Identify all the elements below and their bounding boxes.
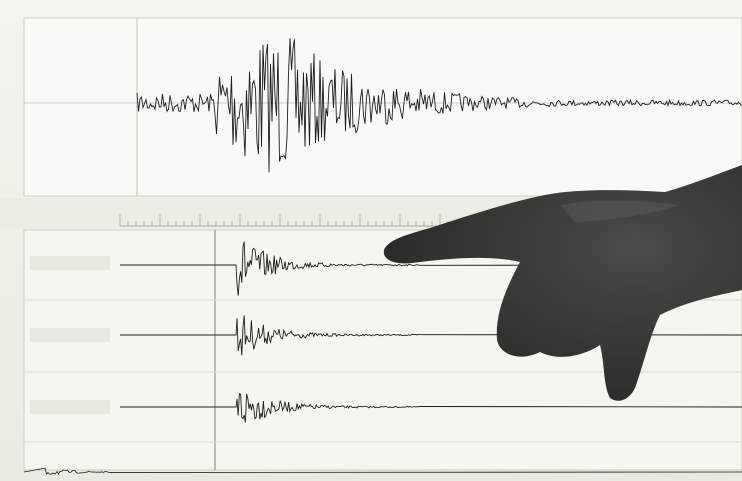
trace (120, 392, 742, 423)
trace (120, 315, 742, 356)
trace (136, 38, 742, 173)
channel-label-box (30, 256, 110, 270)
pointing-hand (383, 165, 742, 401)
hand-highlight (560, 200, 680, 222)
channel-label-box (30, 328, 110, 342)
channel-label-box (30, 400, 110, 414)
top-panel (23, 17, 742, 197)
trace (120, 241, 742, 296)
waveforms (23, 38, 742, 475)
trace (23, 467, 742, 475)
